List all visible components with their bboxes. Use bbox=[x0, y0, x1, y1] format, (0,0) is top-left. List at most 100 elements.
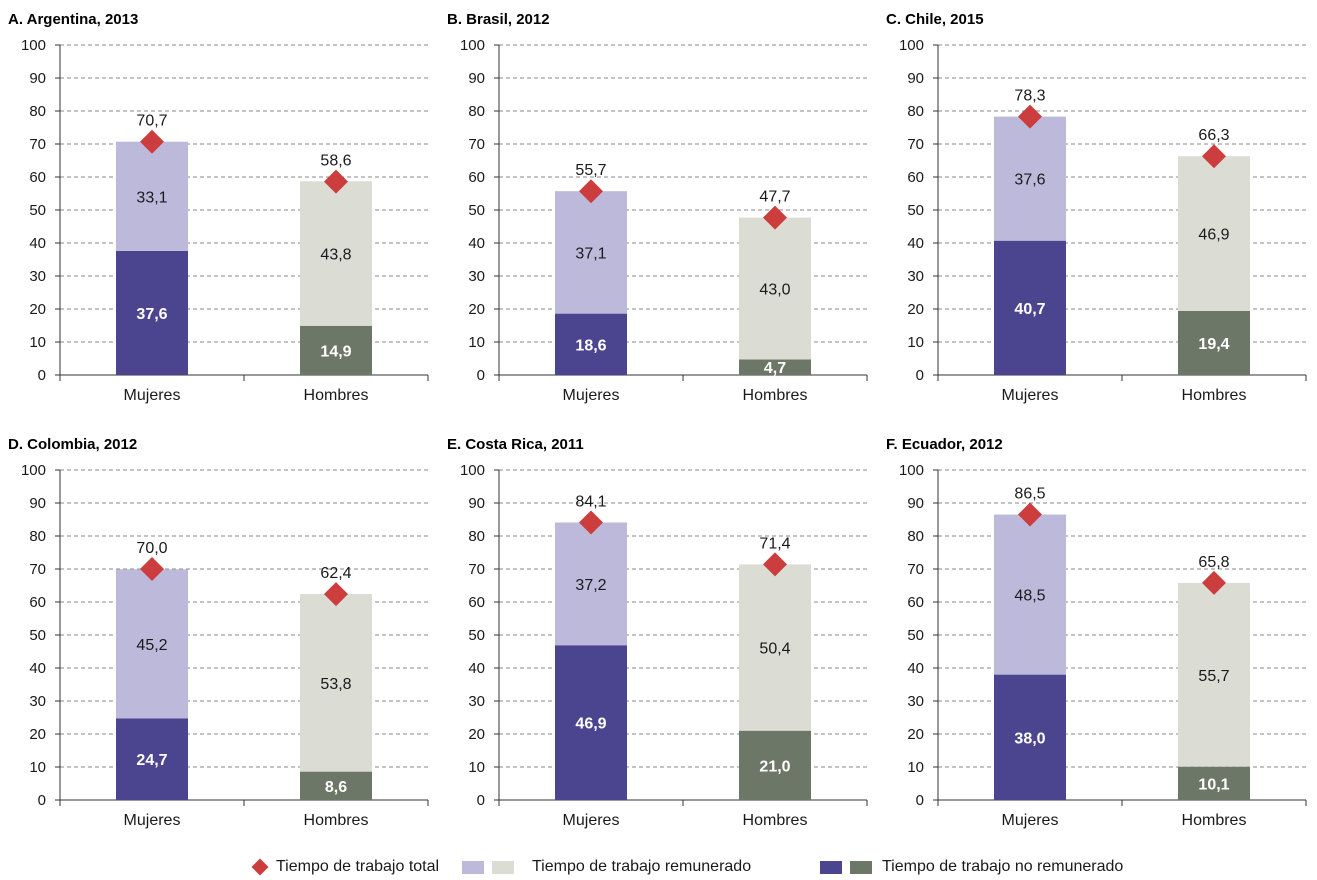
y-tick-label: 100 bbox=[899, 37, 924, 54]
data-label-unpaid: 14,9 bbox=[320, 343, 351, 360]
y-tick-label: 40 bbox=[468, 235, 485, 252]
data-label-paid: 48,5 bbox=[1014, 588, 1045, 605]
y-tick-label: 10 bbox=[907, 334, 924, 351]
chart-panel: E. Costa Rica, 2011 0 10 20 30 40 50 60 70 80 90 10… bbox=[439, 425, 878, 850]
data-label-paid: 37,1 bbox=[575, 245, 606, 262]
y-tick-label: 0 bbox=[38, 792, 46, 809]
data-label-paid: 46,9 bbox=[1198, 227, 1229, 244]
data-label-paid: 33,1 bbox=[136, 189, 167, 206]
data-label-unpaid: 37,6 bbox=[136, 306, 167, 323]
data-label-total: 71,4 bbox=[759, 535, 790, 552]
y-tick-label: 70 bbox=[468, 136, 485, 153]
y-tick-label: 80 bbox=[907, 528, 924, 545]
y-tick-label: 0 bbox=[477, 367, 485, 384]
x-category-label: Mujeres bbox=[563, 387, 620, 404]
x-category-label: Hombres bbox=[743, 812, 808, 829]
y-tick-label: 70 bbox=[907, 561, 924, 578]
data-label-paid: 37,6 bbox=[1014, 172, 1045, 189]
total-marker bbox=[324, 582, 348, 607]
total-marker bbox=[579, 179, 603, 204]
data-label-unpaid: 19,4 bbox=[1198, 336, 1229, 353]
y-tick-label: 80 bbox=[907, 103, 924, 120]
y-tick-label: 50 bbox=[907, 202, 924, 219]
total-marker bbox=[763, 205, 787, 230]
y-tick-label: 90 bbox=[29, 495, 46, 512]
chart-svg: F. Ecuador, 2012 0 10 20 30 40 50 60 70 80 90 100 38… bbox=[886, 436, 1307, 829]
total-marker bbox=[1018, 502, 1042, 527]
chart-panel: C. Chile, 2015 0 10 20 30 40 50 60 70 80 90 100 40,7… bbox=[878, 0, 1317, 425]
data-label-total: 70,7 bbox=[136, 113, 167, 130]
chart-title: E. Costa Rica, 2011 bbox=[447, 436, 584, 453]
y-tick-label: 50 bbox=[468, 202, 485, 219]
total-marker bbox=[763, 552, 787, 577]
bar-unpaid bbox=[994, 674, 1066, 800]
legend-label-paid: Tiempo de trabajo remunerado bbox=[532, 858, 752, 875]
data-label-total: 65,8 bbox=[1198, 554, 1229, 571]
y-tick-label: 40 bbox=[468, 660, 485, 677]
y-tick-label: 100 bbox=[460, 37, 485, 54]
x-category-label: Hombres bbox=[304, 387, 369, 404]
data-label-paid: 37,2 bbox=[575, 577, 606, 594]
y-tick-label: 50 bbox=[907, 627, 924, 644]
bar-unpaid bbox=[1178, 766, 1250, 800]
data-label-unpaid: 46,9 bbox=[575, 716, 606, 733]
y-tick-label: 10 bbox=[29, 759, 46, 776]
legend-item-paid: Tiempo de trabajo remunerado bbox=[462, 855, 751, 879]
data-label-unpaid: 21,0 bbox=[759, 758, 790, 775]
data-label-paid: 55,7 bbox=[1198, 668, 1229, 685]
y-tick-label: 50 bbox=[468, 627, 485, 644]
bar-unpaid bbox=[300, 771, 372, 800]
bar-unpaid bbox=[116, 250, 188, 375]
y-tick-label: 80 bbox=[29, 103, 46, 120]
y-tick-label: 80 bbox=[29, 528, 46, 545]
x-category-label: Mujeres bbox=[563, 812, 620, 829]
data-label-unpaid: 40,7 bbox=[1014, 301, 1045, 318]
data-label-total: 86,5 bbox=[1014, 486, 1045, 503]
total-marker bbox=[140, 557, 164, 581]
y-tick-label: 20 bbox=[29, 301, 46, 318]
bar-paid bbox=[994, 514, 1066, 675]
total-marker bbox=[1202, 570, 1226, 595]
y-tick-label: 20 bbox=[468, 301, 485, 318]
legend-swatch-men-paid bbox=[492, 860, 514, 874]
legend-swatch-men-unpaid bbox=[850, 860, 872, 874]
total-marker bbox=[140, 129, 164, 154]
chart-panel: B. Brasil, 2012 0 10 20 30 40 50 60 70 80 90 100 18,… bbox=[439, 0, 878, 425]
y-tick-label: 60 bbox=[468, 169, 485, 186]
data-label-unpaid: 24,7 bbox=[136, 752, 167, 769]
y-tick-label: 50 bbox=[29, 627, 46, 644]
y-tick-label: 90 bbox=[907, 495, 924, 512]
y-tick-label: 60 bbox=[29, 594, 46, 611]
legend-label-total: Tiempo de trabajo total bbox=[276, 858, 440, 875]
y-tick-label: 60 bbox=[907, 594, 924, 611]
y-tick-label: 70 bbox=[907, 136, 924, 153]
data-label-paid: 50,4 bbox=[759, 641, 790, 658]
y-tick-label: 80 bbox=[468, 103, 485, 120]
bar-paid bbox=[994, 116, 1066, 241]
data-label-paid: 43,8 bbox=[320, 247, 351, 264]
y-tick-label: 40 bbox=[907, 235, 924, 252]
bar-unpaid bbox=[994, 240, 1066, 375]
y-tick-label: 100 bbox=[460, 462, 485, 479]
data-label-total: 70,0 bbox=[136, 540, 167, 557]
y-tick-label: 10 bbox=[907, 759, 924, 776]
chart-svg: D. Colombia, 2012 0 10 20 30 40 50 60 70 80 90 100 2… bbox=[8, 436, 429, 829]
y-tick-label: 50 bbox=[29, 202, 46, 219]
data-label-total: 62,4 bbox=[320, 565, 351, 582]
y-tick-label: 10 bbox=[468, 759, 485, 776]
y-tick-label: 30 bbox=[29, 693, 46, 710]
x-category-label: Mujeres bbox=[124, 812, 181, 829]
bar-paid bbox=[116, 569, 188, 719]
y-tick-label: 100 bbox=[21, 37, 46, 54]
total-marker bbox=[1202, 144, 1226, 169]
y-tick-label: 0 bbox=[916, 367, 924, 384]
y-tick-label: 90 bbox=[29, 70, 46, 87]
y-tick-label: 40 bbox=[29, 235, 46, 252]
bar-unpaid bbox=[300, 325, 372, 375]
y-tick-label: 0 bbox=[38, 367, 46, 384]
chart-panel: A. Argentina, 2013 0 10 20 30 40 50 60 70 80 90 100… bbox=[0, 0, 439, 425]
data-label-unpaid: 4,7 bbox=[764, 360, 786, 377]
y-tick-label: 70 bbox=[29, 136, 46, 153]
chart-panel: D. Colombia, 2012 0 10 20 30 40 50 60 70 80 90 100 2… bbox=[0, 425, 439, 850]
bar-unpaid bbox=[739, 730, 811, 800]
